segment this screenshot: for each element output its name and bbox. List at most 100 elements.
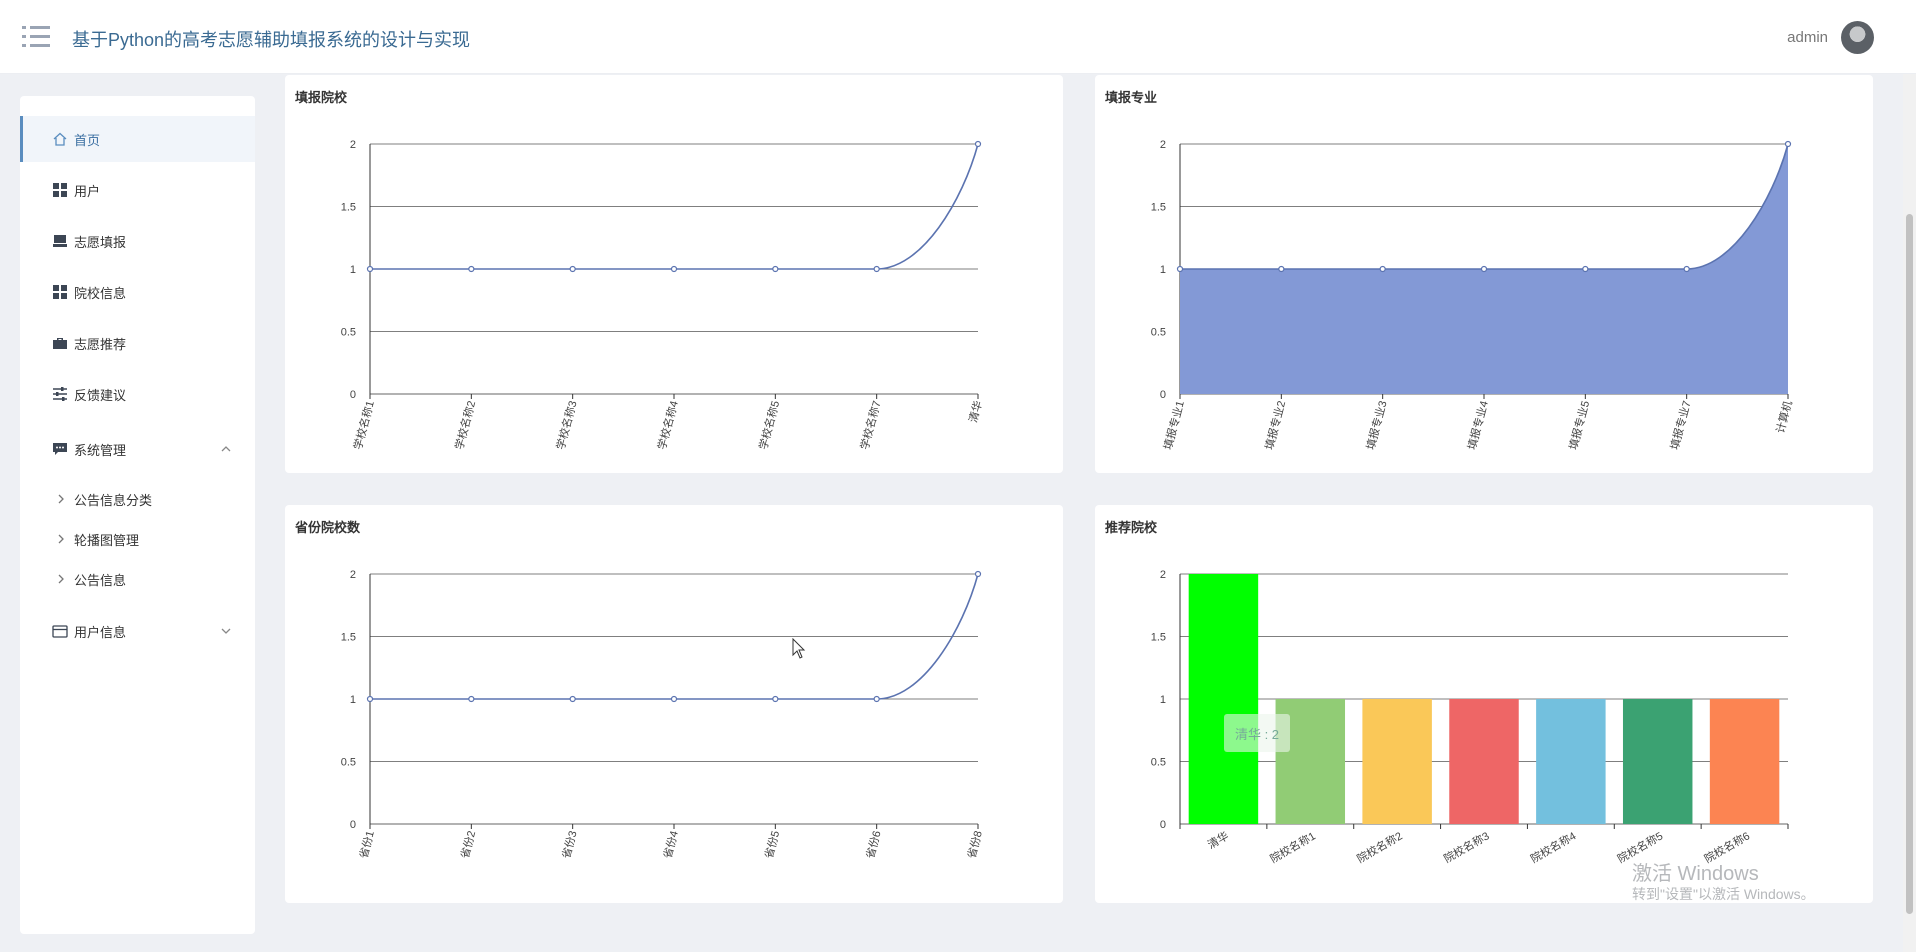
card-icon xyxy=(52,625,68,638)
submenu-item-notice-category[interactable]: 公告信息分类 xyxy=(20,481,255,517)
submenu-item-notice[interactable]: 公告信息 xyxy=(20,561,255,597)
x-tick-label: 填报专业4 xyxy=(1464,399,1490,451)
x-tick-label: 学校名称1 xyxy=(350,399,376,451)
y-tick-label: 0.5 xyxy=(341,327,356,339)
menu-list-icon[interactable] xyxy=(22,24,50,50)
data-point xyxy=(569,265,576,273)
y-tick-label: 1 xyxy=(350,264,356,276)
series-line xyxy=(1180,143,1789,270)
x-tick-label: 填报专业5 xyxy=(1566,399,1592,451)
y-tick-label: 0.5 xyxy=(1151,327,1166,339)
briefcase-icon xyxy=(53,338,67,349)
x-tick-label: 省份5 xyxy=(762,829,782,860)
x-tick-label: 填报专业2 xyxy=(1262,399,1288,451)
chevron-right-icon xyxy=(58,534,64,544)
page-scrollbar[interactable] xyxy=(1903,74,1916,952)
sidebar-item-feedback[interactable]: 反馈建议 xyxy=(20,371,255,417)
data-point xyxy=(974,570,982,578)
data-point xyxy=(366,695,374,703)
sidebar-item-home[interactable]: 首页 xyxy=(20,116,255,162)
y-tick-label: 1.5 xyxy=(1151,632,1166,644)
submenu-item-label: 公告信息 xyxy=(74,572,127,588)
home-icon xyxy=(53,132,67,146)
sidebar-item-label: 用户 xyxy=(74,183,101,199)
chart-schools: 0 0.5 1 1.5 2 学校名称1 学校名称2 学校名称3 学校名称4 学校名称5 学校名称7 清… xyxy=(341,139,985,451)
sidebar-item-recommend[interactable]: 志愿推荐 xyxy=(20,320,255,366)
y-tick-label: 0 xyxy=(350,819,356,831)
sidebar-item-label: 首页 xyxy=(74,132,101,148)
sidebar-item-label: 志愿填报 xyxy=(74,234,127,250)
data-point xyxy=(670,265,678,273)
series-line xyxy=(370,143,979,270)
data-point xyxy=(366,265,374,273)
chart-card-schools: 填报院校 0 0.5 1 1.5 2 学校名称1 学校名称2 学校名称3 学校名称4 学校名称5 学… xyxy=(285,75,1063,473)
scrollbar-thumb[interactable] xyxy=(1906,214,1913,914)
app-title: 基于Python的高考志愿辅助填报系统的设计与实现 xyxy=(72,30,471,50)
y-tick-label: 2 xyxy=(1160,569,1166,581)
data-point xyxy=(670,695,678,703)
x-tick-label: 填报专业1 xyxy=(1160,399,1186,451)
x-tick-label: 学校名称7 xyxy=(857,399,883,451)
chart-title: 填报专业 xyxy=(1105,90,1158,105)
data-point xyxy=(1480,265,1488,273)
sidebar-item-application[interactable]: 志愿填报 xyxy=(20,218,255,264)
data-point xyxy=(873,695,880,703)
sliders-icon xyxy=(53,387,67,401)
x-tick-label: 省份8 xyxy=(965,829,985,860)
y-tick-label: 1 xyxy=(1160,264,1166,276)
chart-card-provinces: 省份院校数 0 0.5 1 1.5 2 省份1 省份2 省份3 省份4 省份5 省份6 省份8 xyxy=(285,505,1063,903)
bar xyxy=(1362,699,1432,824)
sidebar-item-label: 系统管理 xyxy=(74,442,127,458)
sidebar-item-users[interactable]: 用户 xyxy=(20,167,255,213)
x-tick-label: 学校名称3 xyxy=(553,399,579,451)
chevron-right-icon xyxy=(58,574,64,584)
data-point xyxy=(772,695,779,703)
data-point xyxy=(468,695,475,703)
y-tick-label: 1.5 xyxy=(341,202,356,214)
bar xyxy=(1188,574,1259,824)
data-point xyxy=(569,695,576,703)
sidebar-item-user-info[interactable]: 用户信息 xyxy=(20,608,255,654)
mouse-cursor-icon xyxy=(792,638,806,659)
x-tick-label: 省份6 xyxy=(864,829,884,860)
data-point xyxy=(873,265,880,273)
sidebar-item-school-info[interactable]: 院校信息 xyxy=(20,269,255,315)
y-tick-label: 0 xyxy=(350,389,356,401)
chevron-up-icon xyxy=(221,446,231,452)
chart-card-majors: 填报专业 0 0.5 1 1.5 2 填报专业1 填报专业2 填报专业3 填报专业4 填报专业5 填… xyxy=(1095,75,1873,473)
bar xyxy=(1622,699,1693,824)
data-point xyxy=(1683,265,1690,273)
chart-title: 填报院校 xyxy=(295,90,348,105)
x-tick-label: 省份2 xyxy=(458,829,478,860)
x-tick-label: 学校名称4 xyxy=(654,399,680,451)
y-tick-label: 0 xyxy=(1160,819,1166,831)
y-tick-label: 2 xyxy=(350,569,356,581)
series-line xyxy=(370,573,979,700)
submenu-item-carousel[interactable]: 轮播图管理 xyxy=(20,521,255,557)
y-tick-label: 1.5 xyxy=(1151,202,1166,214)
data-point xyxy=(468,265,475,273)
y-tick-label: 1 xyxy=(1160,694,1166,706)
x-tick-label: 填报专业3 xyxy=(1363,399,1389,451)
user-name[interactable]: admin xyxy=(1787,29,1828,46)
data-point xyxy=(1379,265,1386,273)
sidebar: 首页 用户 志愿填报 院校信息 志愿推荐 反馈建议 系统管理 公告信息分类 轮播… xyxy=(20,96,255,934)
bar xyxy=(1449,699,1519,824)
data-point xyxy=(974,140,982,148)
data-point xyxy=(1176,265,1184,273)
sidebar-item-system[interactable]: 系统管理 xyxy=(20,426,255,472)
avatar[interactable] xyxy=(1841,21,1874,54)
y-tick-label: 1 xyxy=(350,694,356,706)
submenu-item-label: 轮播图管理 xyxy=(74,532,140,548)
x-tick-label: 清华 xyxy=(1205,828,1231,851)
data-point xyxy=(772,265,779,273)
chart-card-recommend: 推荐院校 0 0.5 1 1.5 2 清华 院校名称1 院校名称2 院校名称3 院校名称4 院校名称… xyxy=(1095,505,1873,903)
chat-icon xyxy=(53,443,67,455)
bar xyxy=(1536,699,1606,824)
windows-watermark-subtitle: 转到"设置"以激活 Windows。 xyxy=(1632,886,1815,902)
sidebar-item-label: 院校信息 xyxy=(74,285,127,301)
chart-tooltip: 清华 : 2 xyxy=(1224,714,1290,752)
sidebar-item-label: 志愿推荐 xyxy=(74,336,127,352)
x-tick-label: 清华 xyxy=(966,399,985,424)
